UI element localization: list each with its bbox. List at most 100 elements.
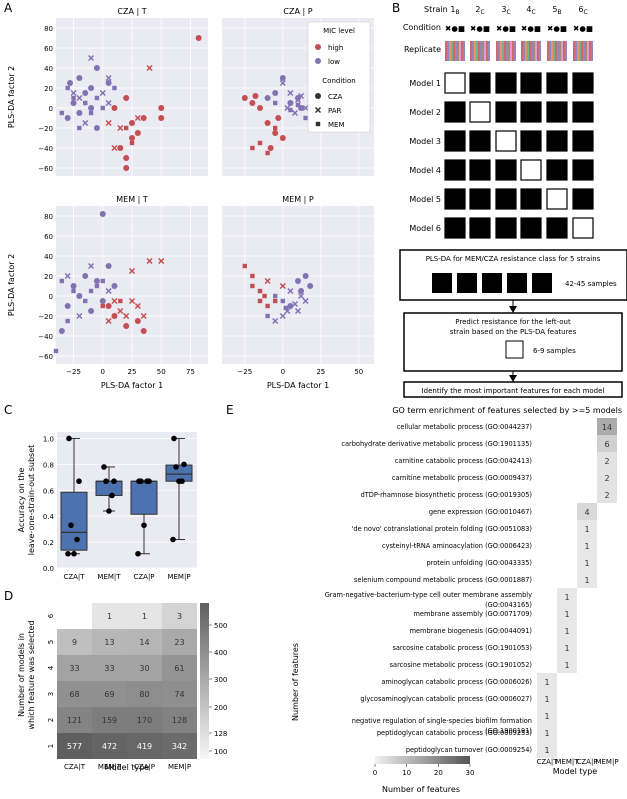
scatter-point — [88, 85, 95, 91]
strain-subscript: C — [480, 9, 484, 16]
heatmap-value: 68 — [69, 690, 79, 699]
replicate-stripe — [565, 41, 567, 61]
train-strain-cell — [546, 130, 568, 152]
xtick-label: 25 — [128, 368, 137, 376]
scatter-point — [264, 277, 271, 285]
heatmap-value: 128 — [172, 716, 187, 725]
replicate-stripe — [575, 41, 577, 61]
heatmap-cell — [92, 603, 127, 629]
flow-box-identify — [403, 381, 623, 398]
heatmap-cell — [597, 435, 617, 452]
scatter-point — [105, 74, 112, 82]
replicate-stripe — [508, 41, 510, 61]
heatmap-cell — [57, 733, 92, 759]
heatmap-value: 472 — [102, 742, 117, 751]
heatmap-value: 9 — [72, 638, 77, 647]
left-out-strain-cell — [469, 101, 491, 123]
replicate-stripe — [480, 41, 482, 61]
train-strain-cell — [444, 217, 466, 239]
flow-box-predict-line2: strain based on the PLS-DA features — [450, 328, 577, 336]
heatmap-value: 33 — [69, 664, 79, 673]
left-out-strain-cell — [444, 72, 466, 94]
scatter-point — [283, 305, 289, 311]
train-strain-cell — [546, 217, 568, 239]
scatter-point — [128, 267, 136, 275]
heatmap-value: 14 — [139, 638, 149, 647]
replicate-stripe — [585, 41, 587, 61]
scatter-point — [264, 95, 271, 101]
heatmap-value: 30 — [139, 664, 149, 673]
heatmap-value: 159 — [102, 716, 117, 725]
scatter-title: CZA | P — [283, 7, 312, 16]
ytick-label: 0 — [49, 293, 53, 301]
scatter-point — [291, 109, 298, 117]
col-label: MEM|P — [168, 763, 191, 771]
train-strain-cell — [444, 101, 466, 123]
train-strain-cell — [546, 72, 568, 94]
ytick-label: 0.0 — [43, 565, 54, 573]
replicate-stripe — [484, 41, 486, 61]
scatter-point — [250, 283, 255, 289]
scatter-point — [83, 100, 88, 106]
scatter-point — [303, 115, 308, 121]
scatter-point — [123, 155, 130, 161]
heatmap-cell — [92, 707, 127, 733]
scatter-point — [67, 80, 74, 86]
scatter-point — [241, 95, 248, 101]
replicate-stripe — [510, 41, 512, 61]
scatter-point — [295, 102, 301, 108]
box-point — [176, 478, 182, 485]
go-term-label: membrane assembly (GO:0071709) — [414, 610, 533, 618]
scatter-ylabel: PLS-DA factor 2 — [7, 254, 16, 316]
replicate-stripe — [512, 41, 514, 61]
xtick-label: MEM|T — [97, 573, 121, 581]
box-point — [106, 508, 112, 514]
colorbar — [375, 756, 470, 764]
heatmap-value: 1 — [564, 610, 569, 619]
ytick-label: 20 — [44, 85, 53, 93]
panel-e-xlabel: Model type — [553, 767, 598, 776]
replicate-stripe — [445, 41, 447, 61]
replicate-stripe — [478, 41, 480, 61]
replicate-stripe — [555, 41, 557, 61]
row-label: 1 — [47, 744, 55, 748]
heatmap-value: 14 — [602, 423, 612, 432]
scatter-point — [94, 283, 100, 289]
panel-c-letter: C — [4, 403, 12, 417]
heatmap-value: 1 — [584, 525, 589, 534]
scatter-point — [288, 107, 293, 113]
heatmap-value: 1 — [544, 712, 549, 721]
replicate-stripe — [527, 41, 529, 61]
scatter-point — [88, 54, 95, 62]
strain-subscript: B — [455, 9, 459, 16]
box-point — [66, 435, 72, 442]
heatmap-value: 3 — [177, 612, 182, 621]
strain-label: Strain — [424, 5, 448, 14]
heatmap-cell — [127, 733, 162, 759]
legend-high-marker — [315, 44, 321, 50]
colorbar-tick-label: 200 — [214, 704, 227, 712]
heatmap-cell — [92, 681, 127, 707]
scatter-point — [117, 307, 124, 315]
scatter-point — [275, 115, 282, 121]
heatmap-value: 1 — [107, 612, 112, 621]
heatmap-cell — [162, 603, 197, 629]
heatmap-cell — [537, 741, 557, 758]
train-strain-cell — [495, 101, 517, 123]
condition-glyph: ✖●■ — [445, 24, 465, 33]
xtick-label: 25 — [316, 368, 325, 376]
replicate-stripe — [591, 41, 593, 61]
train-strain-cell — [469, 188, 491, 210]
left-out-strain-cell — [572, 217, 594, 239]
heatmap-cell — [57, 603, 92, 629]
box-body — [60, 491, 88, 551]
model-rows: Model 1 Model 2 Model 3 Model 4 Model 5 Model… — [409, 72, 594, 239]
heatmap-value: 4 — [584, 508, 589, 517]
replicate-stripe — [581, 41, 583, 61]
scatter-point — [70, 89, 77, 97]
scatter-point — [93, 278, 100, 284]
strain-number: 5 — [552, 5, 557, 14]
replicate-bars — [445, 41, 593, 61]
panel-d-letter: D — [4, 589, 13, 603]
heatmap-value: 2 — [604, 457, 609, 466]
